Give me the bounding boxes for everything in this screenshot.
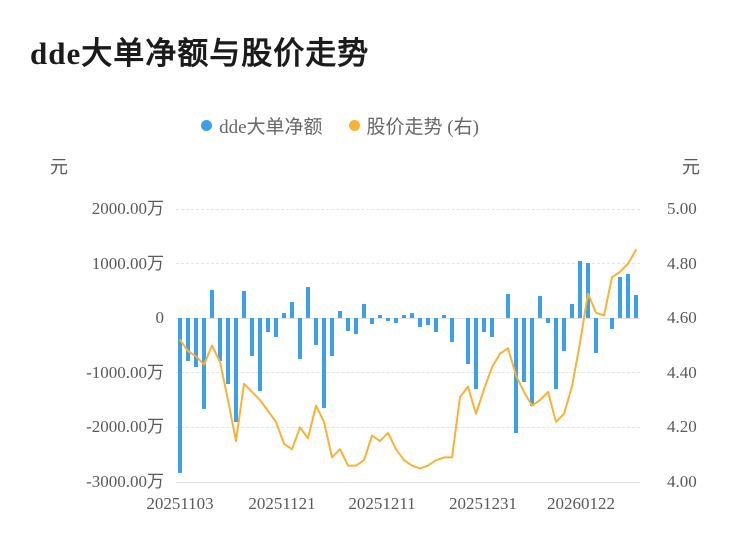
gridline (176, 208, 640, 210)
bar (506, 294, 510, 319)
x-axis-tick-label: 20251231 (449, 494, 517, 513)
bar (434, 318, 438, 333)
bar (226, 318, 230, 384)
bar (418, 318, 422, 328)
axis-tick-label: 4.20 (667, 417, 697, 437)
bar (610, 318, 614, 330)
x-axis-labels: 20251103 20251121 20251211 20251231 20260122 (146, 494, 640, 518)
bar (386, 318, 390, 322)
bar (370, 318, 374, 325)
axis-tick-label: 4.00 (667, 472, 697, 491)
bar (322, 318, 326, 409)
axis-tick-label: 2000.00万 (91, 199, 164, 218)
bar (250, 318, 254, 357)
bar (266, 318, 270, 333)
legend-dot-icon (348, 120, 360, 131)
bar (258, 318, 262, 391)
bar (522, 318, 526, 383)
gridline (176, 372, 640, 374)
axis-tick-label: -2000.00万 (86, 417, 164, 437)
bar (578, 261, 582, 319)
bar (178, 318, 182, 473)
bar (402, 314, 406, 319)
left-axis-unit: 元 (50, 157, 68, 177)
bar (210, 289, 214, 319)
bar (290, 302, 294, 319)
legend: dde大单净额 股价走势 (右) (0, 112, 680, 139)
legend-item-price[interactable]: 股价走势 (右) (348, 112, 479, 139)
axis-tick-label: 0 (155, 308, 165, 328)
legend-label: 股价走势 (右) (366, 117, 479, 138)
bar (242, 290, 246, 319)
bar (482, 318, 486, 332)
right-axis-unit: 元 (682, 157, 700, 177)
bar (186, 318, 190, 361)
gridline (176, 263, 640, 265)
bar (450, 318, 454, 343)
bar (354, 318, 358, 335)
axis-tick-label: 4.40 (667, 362, 697, 382)
zero-gridline (176, 317, 640, 319)
gridline (176, 481, 640, 483)
bar (314, 318, 318, 346)
bar (474, 318, 478, 390)
axis-tick-label: -1000.00万 (86, 362, 164, 382)
bar (330, 318, 334, 356)
x-axis-tick-label: 20251103 (146, 494, 214, 513)
bar (306, 287, 310, 319)
bar (378, 314, 382, 319)
bar (442, 314, 446, 319)
bar (594, 318, 598, 353)
x-axis-tick-label: 20260122 (547, 494, 615, 513)
bar (570, 304, 574, 319)
chart-title: dde大单净额与股价走势 (30, 36, 370, 71)
gridline (176, 426, 640, 428)
bar (410, 312, 414, 319)
bar (194, 318, 198, 367)
plot-area (176, 208, 640, 483)
legend-dot-icon (201, 120, 213, 131)
legend-label: dde大单净额 (219, 117, 323, 138)
bar (394, 318, 398, 323)
axis-tick-label: 4.60 (667, 308, 697, 328)
bar (362, 304, 366, 319)
bar (562, 318, 566, 351)
bar (426, 318, 430, 325)
left-axis-labels: 2000.00万 1000.00万 0 -1000.00万 -2000.00万 -3000… (0, 200, 165, 491)
axis-tick-label: -3000.00万 (86, 472, 164, 491)
bar-series (176, 209, 640, 482)
bar (338, 310, 342, 319)
bar (234, 318, 238, 422)
bar (490, 318, 494, 338)
bar (282, 312, 286, 319)
right-axis-labels: 5.00 4.80 4.60 4.40 4.20 4.00 (667, 200, 747, 491)
axis-tick-label: 4.80 (667, 253, 697, 273)
axis-tick-label: 1000.00万 (91, 253, 164, 273)
legend-item-dde-net[interactable]: dde大单净额 (201, 112, 323, 139)
bar (634, 294, 638, 319)
bar (346, 318, 350, 331)
bar (554, 318, 558, 389)
bar (298, 318, 302, 359)
price-line (179, 249, 637, 470)
bar (530, 318, 534, 406)
axis-tick-label: 5.00 (667, 199, 697, 218)
bar (618, 277, 622, 319)
bar (274, 318, 278, 338)
price-line-series (179, 249, 637, 470)
bar (538, 296, 542, 319)
bar (466, 318, 470, 365)
bar (218, 318, 222, 361)
x-axis-tick-label: 20251211 (348, 494, 416, 513)
bar (546, 318, 550, 323)
bar (626, 273, 630, 319)
bar (586, 263, 590, 319)
x-axis-tick-label: 20251121 (248, 494, 316, 513)
